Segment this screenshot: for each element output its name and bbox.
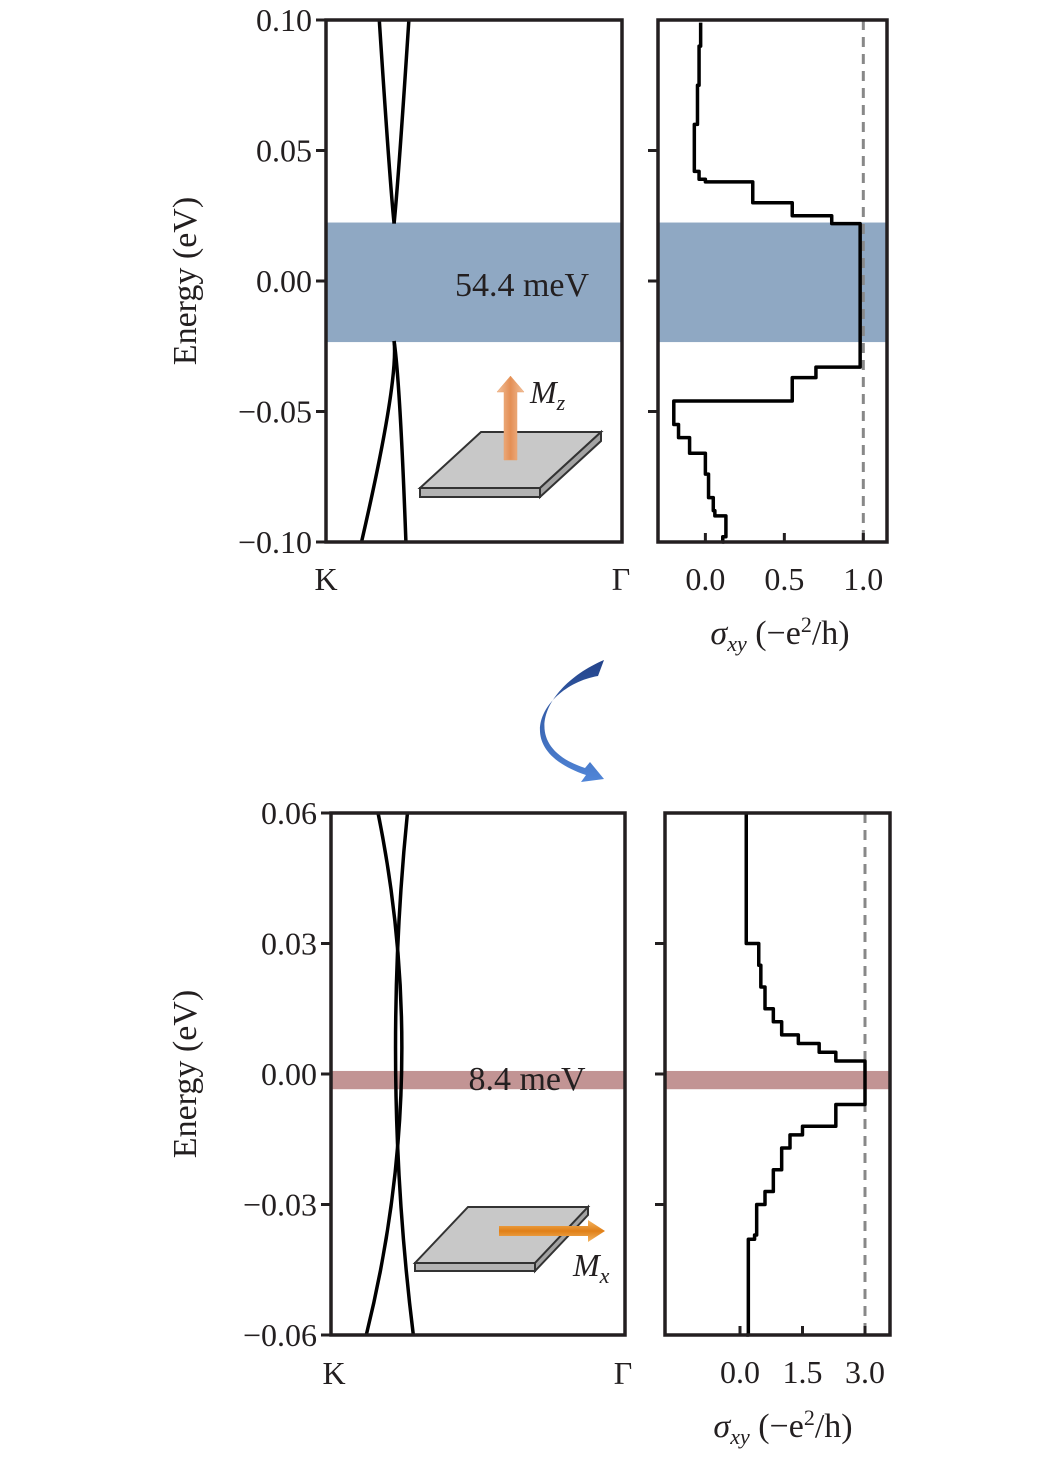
band-curve-1 (392, 19, 411, 224)
y-ticks-mx: 0.06 0.03 0.00 −0.03 −0.06 (243, 795, 331, 1353)
magnetization-label-mz: Mz (529, 374, 566, 415)
inset-slab-mx: Mx (412, 1204, 610, 1288)
slab-side-mz (539, 429, 602, 500)
x-tick-label: 0.5 (764, 561, 804, 597)
y-tick-label: 0.06 (261, 795, 317, 831)
y-axis-label-mx: Energy (eV) (167, 990, 204, 1158)
x-tick-label: 3.0 (845, 1354, 885, 1390)
y-tick-label: −0.10 (238, 524, 312, 560)
y-tick-label: 0.03 (261, 926, 317, 962)
curved-arrow-icon (539, 660, 604, 782)
x-ticks-hall-mx: 0.0 1.5 3.0 (720, 1326, 885, 1390)
gap-band-mx (331, 1070, 625, 1090)
magnetization-label-mx: Mx (572, 1247, 610, 1288)
magnetization-arrow-mx (499, 1220, 605, 1242)
band-curve-3 (392, 340, 408, 543)
gap-label-mx: 8.4 meV (468, 1061, 586, 1098)
x-axis-label-mz: σxy (−e2/h) (710, 612, 849, 656)
slab-front-mx (414, 1262, 536, 1272)
band-curves-mx (364, 812, 416, 1336)
y-tick-label: −0.06 (243, 1317, 317, 1353)
gap-band-hall-mx (665, 1070, 890, 1090)
k-point-label-mz: K (314, 561, 337, 597)
slab-side-mx (534, 1204, 589, 1274)
y-tick-label: 0.05 (256, 133, 312, 169)
y-axis-label-mz: Energy (eV) (167, 197, 204, 365)
slab-front-mz (419, 487, 541, 498)
gap-band-mz (326, 222, 622, 343)
y-tick-label: 0.10 (256, 2, 312, 38)
x-tick-label: 0.0 (720, 1354, 760, 1390)
magnetization-arrow-mz (496, 375, 525, 461)
x-ticks-hall-mz: 0.0 0.5 1.0 (685, 533, 883, 597)
y-tick-label: −0.03 (243, 1187, 317, 1223)
hall-curve-mz (672, 22, 862, 544)
panel-bands-mx: 0.06 0.03 0.00 −0.03 −0.06 8.4 meV Energy (e… (167, 795, 632, 1391)
x-tick-label: 0.0 (685, 561, 725, 597)
x-axis-label-mx: σxy (−e2/h) (713, 1405, 852, 1449)
inset-slab-mz: Mz (417, 374, 604, 500)
hall-curve-mx (744, 813, 867, 1337)
band-curve-2 (359, 340, 397, 543)
gap-label-mz: 54.4 meV (455, 267, 590, 304)
y-tick-label: 0.00 (256, 263, 312, 299)
x-tick-label: 1.5 (783, 1354, 823, 1390)
panel-hall-mx: 0.0 1.5 3.0 σxy (−e2/h) (655, 811, 892, 1449)
band-curve-0 (377, 19, 396, 224)
band-curve-1 (393, 812, 416, 1336)
gap-band-hall-mz (658, 222, 887, 343)
y-tick-label: −0.05 (238, 394, 312, 430)
x-tick-label: 1.0 (843, 561, 883, 597)
k-point-label-mx: K (322, 1355, 345, 1391)
panel-bands-mz: 0.10 0.05 0.00 −0.05 −0.10 54.4 meV Energy (… (167, 2, 630, 597)
gamma-point-label-mx: Γ (614, 1355, 633, 1391)
panel-hall-mz: 0.0 0.5 1.0 σxy (−e2/h) (648, 18, 889, 656)
y-ticks-hall-mx (655, 942, 665, 1206)
transition-arrow (539, 660, 604, 782)
y-tick-label: 0.00 (261, 1056, 317, 1092)
band-curve-0 (364, 812, 404, 1336)
y-ticks-mz: 0.10 0.05 0.00 −0.05 −0.10 (238, 2, 326, 560)
y-ticks-hall-mz (648, 149, 658, 413)
gamma-point-label-mz: Γ (612, 561, 631, 597)
band-curves-mz (359, 19, 411, 543)
